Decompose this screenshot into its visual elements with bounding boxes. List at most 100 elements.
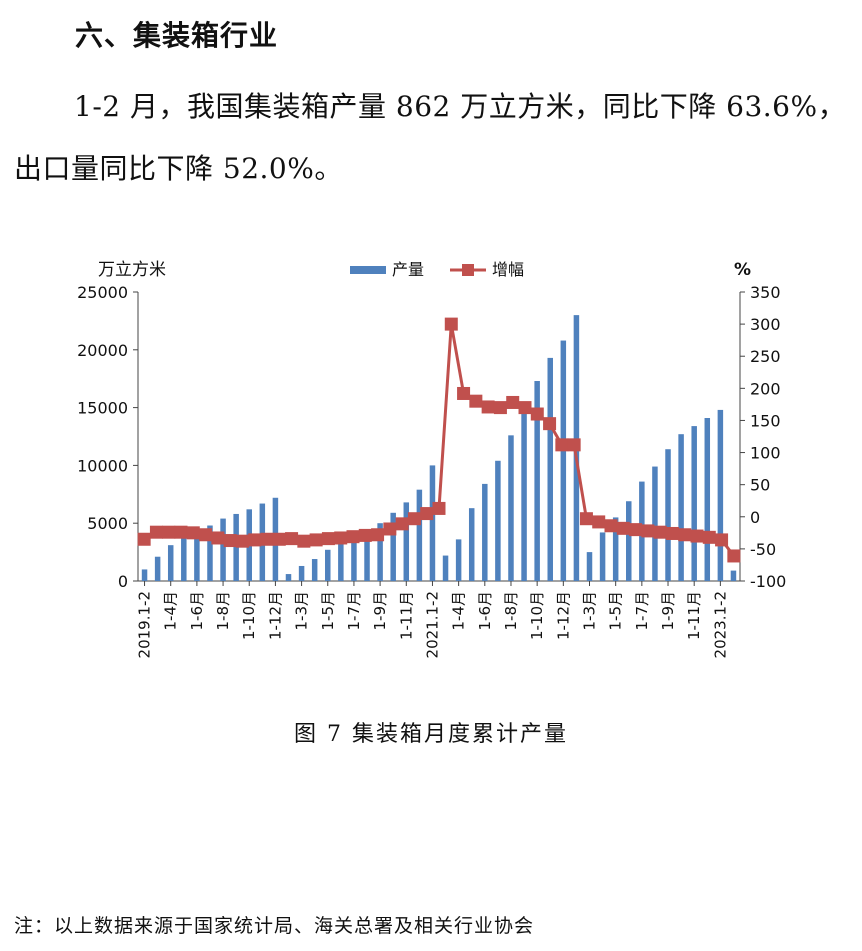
line-marker xyxy=(665,526,679,540)
bar xyxy=(403,502,410,581)
bar xyxy=(220,518,226,581)
bar xyxy=(482,483,488,581)
line-marker xyxy=(641,524,655,538)
line-marker xyxy=(260,532,274,546)
right-tick-label: 350 xyxy=(750,283,781,302)
line-marker xyxy=(604,519,618,533)
line-marker xyxy=(457,386,471,400)
right-tick-label: -50 xyxy=(750,540,776,559)
bar xyxy=(612,517,619,581)
x-tick-label: 2023.1-2 xyxy=(711,591,729,658)
bar xyxy=(416,489,423,581)
line-marker xyxy=(481,400,495,414)
line-marker xyxy=(420,507,434,521)
line-marker xyxy=(592,515,606,529)
line-marker xyxy=(272,532,286,546)
x-tick-label: 1-3月 xyxy=(293,591,311,631)
x-tick-label: 1-7月 xyxy=(633,591,651,631)
x-tick-label: 1-5月 xyxy=(319,591,337,631)
line-marker xyxy=(383,522,397,536)
bar xyxy=(521,407,527,581)
bar xyxy=(599,532,606,581)
line-marker xyxy=(678,528,692,542)
right-axis-label: % xyxy=(734,260,751,280)
figure-caption: 图 7 集装箱月度累计产量 xyxy=(294,722,568,747)
x-tick-label: 1-6月 xyxy=(188,591,206,631)
bar xyxy=(351,538,357,581)
line-marker xyxy=(616,521,630,535)
line-marker xyxy=(309,533,323,547)
bar xyxy=(338,542,344,581)
x-tick-label: 1-3月 xyxy=(581,591,599,631)
bar xyxy=(325,549,331,581)
bar xyxy=(390,512,396,581)
line-marker xyxy=(506,395,520,409)
legend-bar-label: 产量 xyxy=(392,260,424,279)
left-tick-label: 20000 xyxy=(77,341,128,360)
left-axis-label: 万立方米 xyxy=(98,260,166,280)
x-tick-label: 1-7月 xyxy=(345,591,363,631)
line-marker xyxy=(715,533,729,547)
line-marker xyxy=(149,525,163,539)
bar xyxy=(652,466,658,581)
right-tick-label: 250 xyxy=(750,347,781,366)
summary-paragraph: 1-2 月，我国集装箱产量 862 万立方米，同比下降 63.6%，出口量同比下… xyxy=(14,90,847,185)
line-marker xyxy=(321,532,335,546)
x-tick-label: 1-9月 xyxy=(659,591,677,631)
bar xyxy=(730,570,737,581)
production-chart: 0 5000 10000 15000 20000 25000 -100 -50 0 50 100 15… xyxy=(77,260,786,658)
left-tick-label: 5000 xyxy=(87,514,128,533)
bar xyxy=(468,508,475,581)
line-marker xyxy=(223,534,237,548)
bar xyxy=(298,565,305,581)
left-tick-label: 25000 xyxy=(77,283,128,302)
bar xyxy=(141,569,148,581)
right-tick-label: 0 xyxy=(750,508,760,527)
line-marker xyxy=(285,532,299,546)
line-marker xyxy=(702,530,716,544)
line-marker xyxy=(518,401,532,415)
line-marker xyxy=(186,526,200,540)
section-title: 六、集装箱行业 xyxy=(75,19,279,52)
line-marker xyxy=(297,534,311,548)
line-marker xyxy=(690,529,704,543)
line-marker xyxy=(530,407,544,421)
left-tick-label: 10000 xyxy=(77,456,128,475)
line-marker xyxy=(493,401,507,415)
right-tick-label: 150 xyxy=(750,411,781,430)
bar xyxy=(442,555,449,581)
line-marker xyxy=(543,417,557,431)
left-tick-label: 0 xyxy=(118,572,128,591)
x-tick-label: 1-4月 xyxy=(450,591,468,631)
bar xyxy=(311,559,318,581)
x-tick-label: 1-9月 xyxy=(371,591,389,631)
bar xyxy=(717,409,724,581)
x-tick-label: 1-6月 xyxy=(476,591,494,631)
line-marker xyxy=(579,512,593,526)
line-marker xyxy=(469,394,483,408)
line-marker xyxy=(334,531,348,545)
right-tick-label: 300 xyxy=(750,315,781,334)
source-footnote: 注：以上数据来源于国家统计局、海关总署及相关行业协会 xyxy=(14,915,535,937)
x-tick-label: 1-11月 xyxy=(397,591,415,640)
line-marker xyxy=(162,525,176,539)
line-marker xyxy=(629,523,643,537)
chart-legend: 产量 增幅 xyxy=(350,260,524,279)
bar xyxy=(534,381,540,581)
x-tick-label: 1-10月 xyxy=(528,591,546,640)
chart-axes: 0 5000 10000 15000 20000 25000 -100 -50 0 50 100 15… xyxy=(77,260,786,658)
growth-line xyxy=(143,323,736,557)
bar xyxy=(364,531,370,581)
x-tick-label: 1-12月 xyxy=(266,591,284,640)
x-tick-label: 2021.1-2 xyxy=(423,591,441,658)
bar xyxy=(455,539,462,581)
right-tick-label: 100 xyxy=(750,444,781,463)
bar xyxy=(560,340,567,581)
bar xyxy=(207,525,213,581)
right-tick-label: -100 xyxy=(750,572,786,591)
line-marker xyxy=(211,531,225,545)
bar xyxy=(678,434,684,581)
bar xyxy=(154,556,161,581)
x-tick-label: 1-5月 xyxy=(607,591,625,631)
line-marker xyxy=(432,501,446,515)
